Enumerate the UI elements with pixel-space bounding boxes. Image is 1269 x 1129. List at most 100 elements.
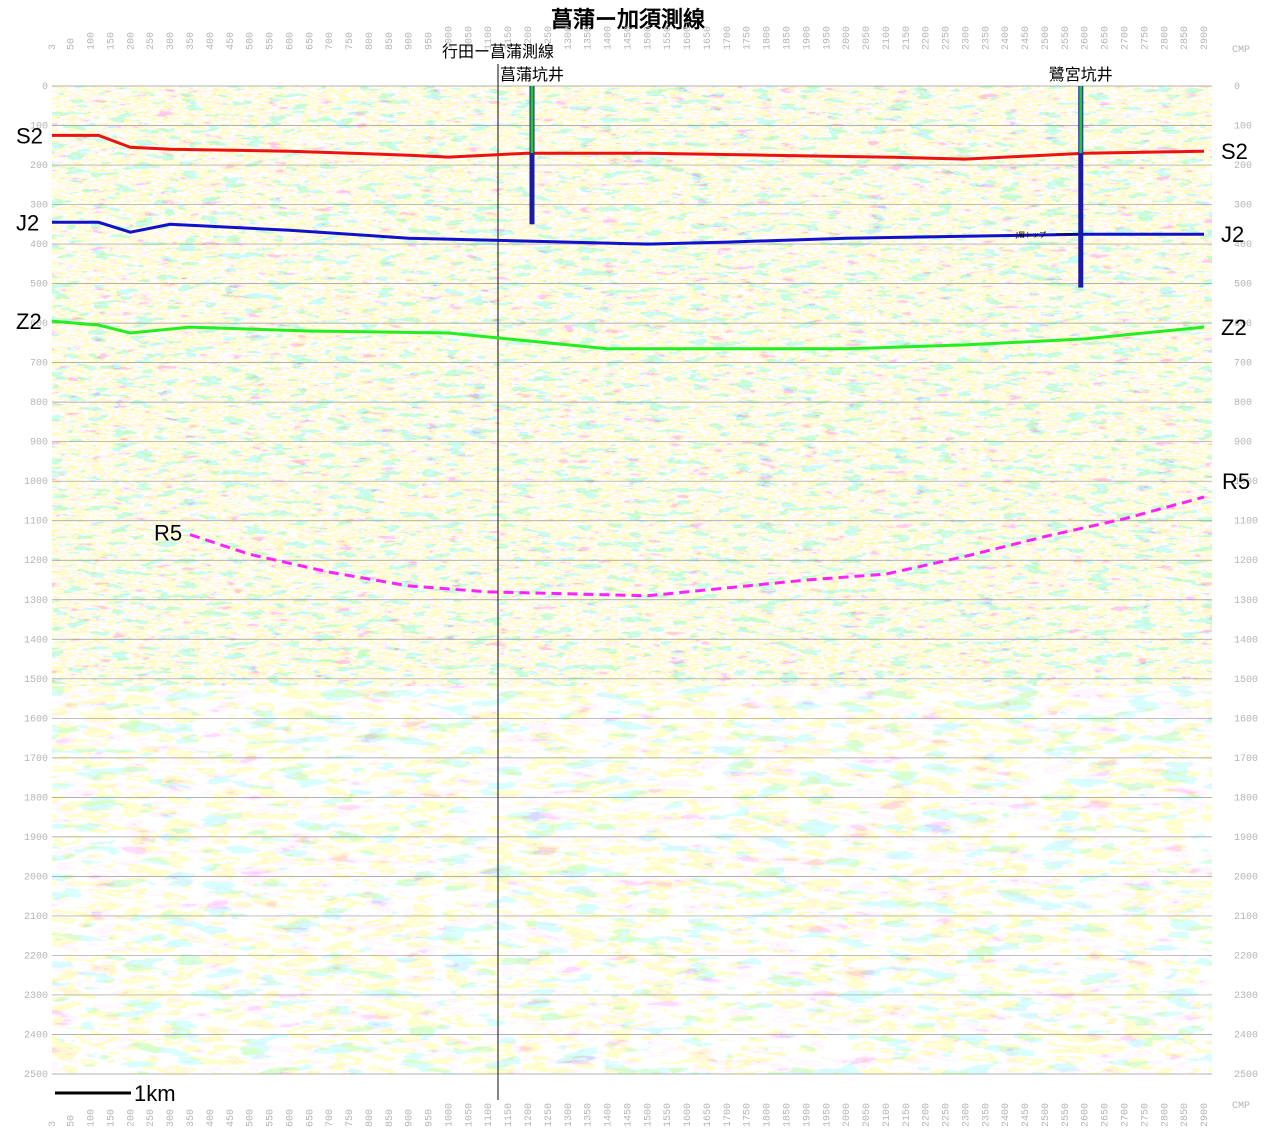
time-tick-left: 200	[30, 161, 48, 172]
cmp-tick-bottom: 1100	[484, 1103, 495, 1127]
cmp-tick-top: 1450	[623, 26, 634, 50]
cmp-tick-top: 650	[305, 32, 316, 50]
cmp-tick-top: 850	[385, 32, 396, 50]
cmp-tick-top: 2300	[961, 26, 972, 50]
cmp-tick-bottom: 1600	[683, 1103, 694, 1127]
cmp-tick-bottom: 300	[166, 1109, 177, 1127]
time-tick-right: 100	[1234, 122, 1252, 133]
cmp-tick-top: 2350	[981, 26, 992, 50]
time-grid	[52, 85, 1212, 1075]
time-tick-right: 0	[1234, 82, 1240, 93]
horizon-j2	[52, 220, 1204, 246]
cmp-tick-bottom: 1400	[604, 1103, 615, 1127]
cmp-tick-bottom: 1050	[464, 1103, 475, 1127]
well-track	[1078, 86, 1084, 288]
cmp-tick-top: 2650	[1101, 26, 1112, 50]
time-tick-left: 1100	[24, 517, 48, 528]
cmp-tick-top: 1050	[464, 26, 475, 50]
cmp-tick-bottom: 850	[385, 1109, 396, 1127]
time-tick-left: 100	[30, 122, 48, 133]
time-tick-left: 1600	[24, 714, 48, 725]
time-tick-right: 1700	[1234, 754, 1258, 765]
horizon-z2	[51, 319, 1205, 351]
seismic-image	[52, 86, 1212, 1074]
section-title: 菖蒲ー加須測線	[551, 7, 705, 33]
cmp-tick-bottom: 2300	[961, 1103, 972, 1127]
cmp-tick-top: 2550	[1061, 26, 1072, 50]
time-tick-left: 2500	[24, 1070, 48, 1081]
well-top-segment	[1079, 86, 1083, 154]
time-tick-left: 1900	[24, 833, 48, 844]
time-tick-right: 300	[1234, 201, 1252, 212]
cmp-tick-bottom: 1950	[822, 1103, 833, 1127]
time-tick-right: 900	[1234, 438, 1252, 449]
time-tick-right: 2400	[1234, 1030, 1258, 1041]
time-tick-left: 2200	[24, 951, 48, 962]
cmp-tick-top: 1000	[444, 26, 455, 50]
cmp-tick-top: 2150	[902, 26, 913, 50]
cmp-tick-top: 1350	[584, 26, 595, 50]
cmp-tick-bottom: 2050	[862, 1103, 873, 1127]
cmp-tick-top: 100	[87, 32, 98, 50]
cmp-tick-bottom: 1350	[584, 1103, 595, 1127]
time-tick-right: 1900	[1234, 833, 1258, 844]
horizon-label-right: J2	[1221, 222, 1244, 247]
time-tick-left: 900	[30, 438, 48, 449]
cmp-tick-top: 1900	[802, 26, 813, 50]
cmp-tick-bottom: 2600	[1081, 1103, 1092, 1127]
time-tick-right: 1200	[1234, 556, 1258, 567]
cmp-tick-top: 800	[365, 32, 376, 50]
cmp-tick-top: 1600	[683, 26, 694, 50]
horizon-layer: S2 S2 J2 J2 Z2 Z2 R5 R5	[16, 123, 1250, 598]
time-tick-right: 500	[1234, 280, 1252, 291]
cmp-tick-bottom: 650	[305, 1109, 316, 1127]
time-tick-left: 700	[30, 359, 48, 370]
cmp-tick-bottom: 500	[246, 1109, 257, 1127]
cmp-tick-top: 700	[325, 32, 336, 50]
cmp-tick-bottom: 250	[146, 1109, 157, 1127]
cmp-tick-bottom: 550	[266, 1109, 277, 1127]
cmp-tick-top: 1850	[782, 26, 793, 50]
cmp-tick-top: 1750	[743, 26, 754, 50]
cmp-tick-top: 1500	[643, 26, 654, 50]
cmp-tick-top: 600	[285, 32, 296, 50]
time-axis-left: 0 100 200 300 400 500 600 700 800 900 1000 1100 1200…	[24, 82, 48, 1081]
cmp-tick-top: 2850	[1180, 26, 1191, 50]
cmp-tick-bottom: 1000	[444, 1103, 455, 1127]
horizon-label-left: S2	[16, 123, 43, 148]
cmp-tick-top: 1300	[564, 26, 575, 50]
time-tick-left: 1500	[24, 675, 48, 686]
cmp-tick-bottom: 900	[405, 1109, 416, 1127]
time-tick-left: 0	[42, 82, 48, 93]
cmp-tick-top: 2050	[862, 26, 873, 50]
time-tick-right: 1600	[1234, 714, 1258, 725]
cmp-tick-bottom: 2400	[1001, 1103, 1012, 1127]
cmp-tick-bottom: 1800	[763, 1103, 774, 1127]
time-tick-right: 2200	[1234, 951, 1258, 962]
cmp-tick-bottom: 2150	[902, 1103, 913, 1127]
cmp-tick-top: 1150	[504, 26, 515, 50]
horizon-label-left: J2	[16, 210, 39, 235]
cmp-tick-bottom: 2350	[981, 1103, 992, 1127]
cmp-tick-bottom: 2550	[1061, 1103, 1072, 1127]
cmp-tick-bottom: 2450	[1021, 1103, 1032, 1127]
time-tick-right: 800	[1234, 398, 1252, 409]
cmp-tick-top: 500	[246, 32, 257, 50]
time-tick-left: 1000	[24, 477, 48, 488]
cmp-tick-top: 2400	[1001, 26, 1012, 50]
cmp-tick-top: 1250	[544, 26, 555, 50]
cmp-tick-top: 2100	[882, 26, 893, 50]
cmp-tick-bottom: 2000	[842, 1103, 853, 1127]
time-tick-left: 2000	[24, 872, 48, 883]
time-tick-right: 2100	[1234, 912, 1258, 923]
cmp-tick-top: 950	[425, 32, 436, 50]
cmp-tick-bottom: 1750	[743, 1103, 754, 1127]
cmp-tick-top: 1200	[524, 26, 535, 50]
cmp-tick-top: 1800	[763, 26, 774, 50]
cmp-tick-bottom: 1300	[564, 1103, 575, 1127]
scale-bar-label: 1km	[134, 1081, 176, 1106]
cmp-tick-top: 250	[146, 32, 157, 50]
time-tick-right: 2500	[1234, 1070, 1258, 1081]
cmp-tick-top: 1700	[723, 26, 734, 50]
